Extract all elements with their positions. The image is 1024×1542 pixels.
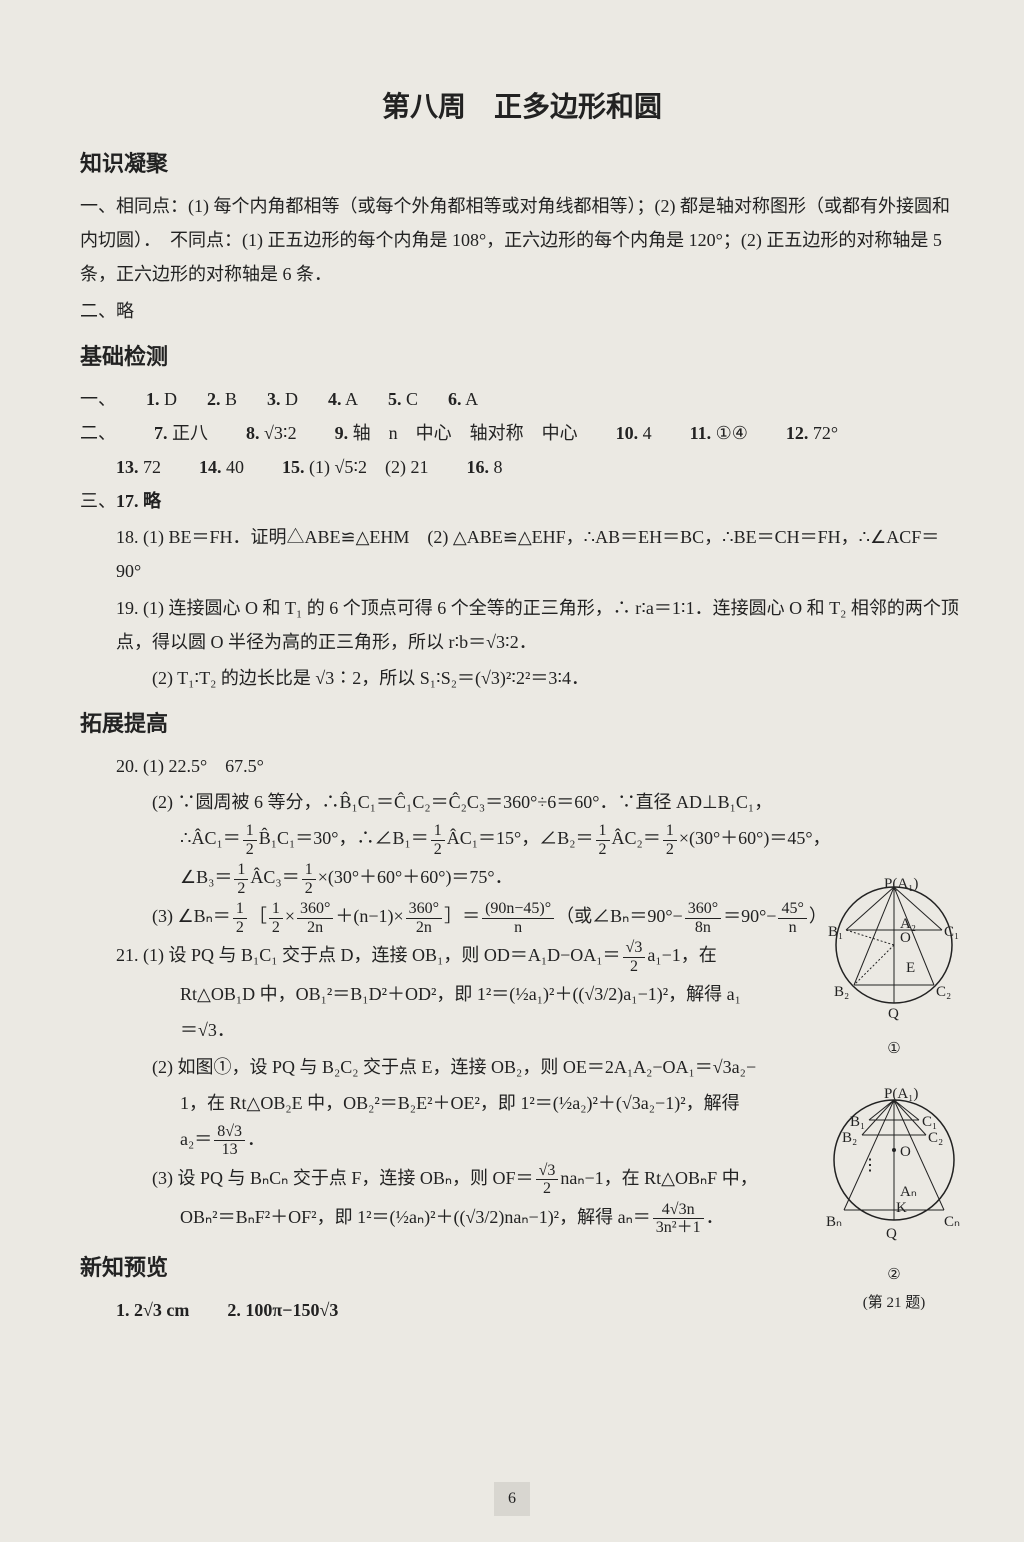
- d2-B2: B₂: [842, 1124, 857, 1153]
- frac-90n: (90n−45)°n: [482, 900, 554, 936]
- d1-C2: C₂: [936, 978, 951, 1007]
- svg-text:⋮: ⋮: [862, 1157, 878, 1174]
- fill-12: 12. 72°: [786, 416, 838, 450]
- frac-360-2n-2: 360°2n: [406, 900, 442, 936]
- q21-3a: (3) 设 PQ 与 BₙCₙ 交于点 F，连接 OBₙ，则 OF＝√32naₙ…: [80, 1161, 814, 1198]
- page-title: 第八周 正多边形和圆: [80, 80, 964, 133]
- d2-Q: Q: [886, 1220, 897, 1249]
- mc-4: 4. A: [328, 382, 358, 416]
- q17-row: 三、17. 略: [80, 484, 964, 518]
- mc-5: 5. C: [388, 382, 418, 416]
- d2-Cn: Cₙ: [944, 1208, 960, 1237]
- fig-label-1: ①: [824, 1035, 964, 1064]
- frac-half-2: 12: [431, 822, 445, 858]
- q19-2: (2) T₁∶T₂ 的边长比是 √3∶2，所以 S₁∶S₂＝(√3)²∶2²＝3…: [80, 661, 964, 695]
- frac-half-1: 12: [243, 822, 257, 858]
- q20-1: 20. (1) 22.5° 67.5°: [80, 749, 964, 783]
- frac-half-5: 12: [234, 861, 248, 897]
- mc-3: 3. D: [267, 382, 298, 416]
- fill-11: 11. ①④: [690, 416, 748, 450]
- d1-B1: B₁: [828, 918, 843, 947]
- preview-1: 1. 2√3 cm: [116, 1293, 189, 1327]
- q21-2c: a₂＝8√313．: [80, 1122, 814, 1159]
- frac-360-2n-1: 360°2n: [297, 900, 333, 936]
- fill-row-1: 二、 7. 正八 8. √3∶2 9. 轴 n 中心 轴对称 中心 10. 4 …: [80, 416, 964, 450]
- d2-P: P(A₁): [884, 1080, 918, 1109]
- frac-r3-2-1: √32: [623, 939, 646, 975]
- fill-8: 8. √3∶2: [246, 416, 297, 450]
- frac-half-7: 12: [233, 900, 247, 936]
- fill-15: 15. (1) √5∶2 (2) 21: [282, 450, 429, 484]
- diagram-1: P(A₁) A₂ O B₁ C₁ E B₂ C₂ Q ①: [824, 870, 964, 1063]
- mc-2: 2. B: [207, 382, 237, 416]
- fill-prefix: 二、: [80, 416, 116, 450]
- frac-8r3-13: 8√313: [214, 1123, 245, 1159]
- q19-1: 19. (1) 连接圆心 O 和 T₁ 的 6 个顶点可得 6 个全等的正三角形…: [80, 591, 964, 659]
- frac-half-6: 12: [302, 861, 316, 897]
- page-number: 6: [494, 1482, 530, 1516]
- mc-1: 1. D: [146, 382, 177, 416]
- section-knowledge: 知识凝聚: [80, 143, 964, 185]
- fill-7: 7. 正八: [154, 416, 208, 450]
- q21-3b: OBₙ²＝BₙF²＋OF²，即 1²＝(½aₙ)²＋((√3/2)naₙ−1)²…: [80, 1200, 814, 1237]
- q21-1c: ＝√3．: [80, 1013, 814, 1047]
- fill-9: 9. 轴 n 中心 轴对称 中心: [335, 416, 578, 450]
- q20-2b: ∴ÂC₁＝12B̂₁C₁＝30°，∴∠B₁＝12ÂC₁＝15°，∠B₂＝12ÂC…: [80, 821, 964, 858]
- mc-row: 一、 1. D 2. B 3. D 4. A 5. C 6. A: [80, 382, 964, 416]
- mc-prefix: 一、: [80, 382, 116, 416]
- section-basic: 基础检测: [80, 336, 964, 378]
- frac-half-8: 12: [269, 900, 283, 936]
- d2-O: O: [900, 1138, 911, 1167]
- frac-half-4: 12: [663, 822, 677, 858]
- fill-10: 10. 4: [616, 416, 652, 450]
- fill-row-2: 13. 72 14. 40 15. (1) √5∶2 (2) 21 16. 8: [80, 450, 964, 484]
- frac-45-n: 45°n: [778, 900, 806, 936]
- frac-360-8n: 360°8n: [685, 900, 721, 936]
- d2-Bn: Bₙ: [826, 1208, 842, 1237]
- fill-13: 13. 72: [116, 450, 161, 484]
- d1-P: P(A₁): [884, 870, 918, 899]
- preview-2: 2. 100π−150√3: [227, 1293, 338, 1327]
- d1-E: E: [906, 954, 915, 983]
- q18: 18. (1) BE＝FH．证明△ABE≌△EHM (2) △ABE≌△EHF，…: [80, 520, 964, 588]
- page: 第八周 正多边形和圆 知识凝聚 一、相同点：(1) 每个内角都相等（或每个外角都…: [0, 0, 1024, 1542]
- q21-1b: Rt△OB₁D 中，OB₁²＝B₁D²＋OD²，即 1²＝(½a₁)²＋((√3…: [80, 977, 814, 1011]
- frac-4r3n: 4√3n3n²＋1: [653, 1201, 704, 1237]
- diagram-2: ⋮ P(A₁) B₁ C₁ B₂ C₂ O Aₙ K Bₙ Cₙ Q ② (第 …: [824, 1080, 964, 1318]
- fig-caption: (第 21 题): [824, 1289, 964, 1318]
- mc-6: 6. A: [448, 382, 478, 416]
- q21-2a: (2) 如图①，设 PQ 与 B₂C₂ 交于点 E，连接 OB₂，则 OE＝2A…: [80, 1050, 814, 1084]
- knowledge-item-1: 一、相同点：(1) 每个内角都相等（或每个外角都相等或对角线都相等）；(2) 都…: [80, 189, 964, 292]
- d2-C2: C₂: [928, 1124, 943, 1153]
- section-ext: 拓展提高: [80, 703, 964, 745]
- knowledge-item-2: 二、略: [80, 294, 964, 328]
- fill-14: 14. 40: [199, 450, 244, 484]
- q21-2b: 1，在 Rt△OB₂E 中，OB₂²＝B₂E²＋OE²，即 1²＝(½a₂)²＋…: [80, 1086, 814, 1120]
- q20-2a: (2) ∵圆周被 6 等分，∴B̂₁C₁＝Ĉ₁C₂＝Ĉ₂C₃＝360°÷6＝60…: [80, 785, 964, 819]
- d1-B2: B₂: [834, 978, 849, 1007]
- d2-K: K: [896, 1194, 907, 1223]
- d1-Q: Q: [888, 1000, 899, 1029]
- frac-r3-2-2: √32: [536, 1162, 559, 1198]
- q21-1a: 21. (1) 设 PQ 与 B₁C₁ 交于点 D，连接 OB₁，则 OD＝A₁…: [80, 938, 814, 975]
- frac-half-3: 12: [596, 822, 610, 858]
- fill-16: 16. 8: [467, 450, 503, 484]
- fig-label-2: ②: [824, 1261, 964, 1290]
- d1-C1: C₁: [944, 918, 959, 947]
- d1-O: O: [900, 924, 911, 953]
